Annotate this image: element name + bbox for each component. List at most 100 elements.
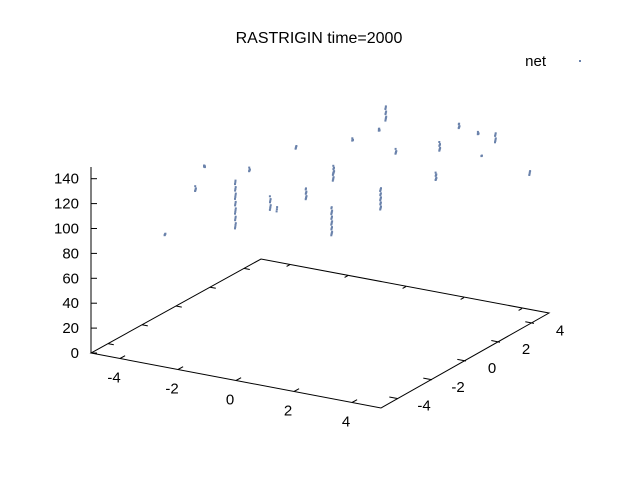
data-point [332, 177, 335, 180]
x-tick-label: -2 [165, 381, 178, 398]
legend-label-net: net [525, 53, 547, 70]
data-point [378, 127, 381, 130]
data-point [234, 202, 237, 205]
data-point [234, 192, 237, 195]
data-point [275, 208, 278, 211]
data-point [439, 147, 442, 149]
y-tick-label: -2 [451, 379, 464, 396]
data-point [330, 234, 333, 237]
data-point [330, 212, 333, 214]
chart-title: RASTRIGIN time=2000 [236, 30, 403, 47]
data-point [494, 140, 497, 142]
data-point [234, 200, 237, 203]
data-point [458, 125, 461, 128]
data-point [234, 187, 237, 190]
data-point [330, 217, 333, 220]
y-tick-mark-far [141, 324, 148, 327]
data-point [330, 233, 333, 236]
data-point [234, 212, 236, 215]
data-point [194, 185, 197, 188]
data-point [248, 168, 251, 171]
data-point [384, 105, 387, 108]
data-point [234, 186, 237, 189]
data-point [384, 111, 387, 114]
data-point [494, 141, 496, 144]
data-point [234, 204, 237, 207]
data-point [529, 170, 532, 173]
data-point [330, 206, 333, 209]
data-point [480, 154, 483, 157]
data-point [384, 106, 387, 109]
data-point [276, 206, 279, 209]
y-tick-mark [457, 358, 467, 362]
data-point [332, 178, 335, 181]
data-point [331, 173, 334, 176]
data-point [234, 209, 237, 212]
x-tick-mark-far [344, 275, 349, 278]
data-point [434, 171, 437, 174]
data-point [528, 171, 531, 174]
data-point [330, 221, 333, 224]
data-point [194, 187, 197, 190]
data-point [305, 187, 307, 190]
data-point [379, 201, 382, 204]
data-point [269, 205, 272, 208]
data-point [269, 207, 272, 210]
x-tick-mark-far [402, 286, 407, 289]
data-point [380, 205, 382, 208]
data-point [384, 117, 387, 119]
data-point [378, 129, 381, 132]
data-point [332, 164, 335, 167]
data-point [305, 191, 308, 194]
data-point [494, 134, 497, 137]
data-point [330, 213, 333, 216]
data-point [234, 196, 237, 199]
y-tick-label: 0 [488, 360, 496, 377]
data-point [330, 228, 333, 231]
data-point [331, 230, 334, 233]
base-plane-outline [89, 258, 551, 409]
x-tick-mark-far [286, 264, 291, 267]
data-point [384, 118, 387, 121]
data-point [331, 220, 334, 223]
data-point [477, 132, 480, 135]
x-tick-label: -4 [107, 370, 120, 387]
data-point [269, 204, 272, 207]
data-point [331, 226, 333, 229]
data-point [305, 196, 308, 199]
data-point [528, 172, 531, 175]
data-point [248, 166, 251, 169]
y-tick-mark-far [209, 286, 216, 289]
data-point [331, 179, 334, 182]
x-tick-mark [177, 366, 184, 370]
z-tick-label: 60 [62, 270, 79, 287]
data-point [476, 130, 479, 133]
data-point [331, 215, 333, 218]
x-tick-label: 0 [226, 392, 234, 409]
x-tick-mark [235, 377, 242, 381]
data-point [295, 145, 298, 147]
axes: 0 20 40 60 80 100 120 140 -4 -2 0 2 4 -4 -2 0 2 4 [54, 167, 564, 431]
data-point [234, 194, 237, 197]
z-tick-label: 140 [54, 171, 79, 188]
data-point [330, 207, 333, 210]
data-point [234, 222, 237, 225]
data-point [234, 225, 237, 228]
data-point [234, 210, 237, 213]
data-point [268, 208, 271, 211]
x-tick-mark-far [518, 308, 523, 311]
data-point [234, 217, 237, 220]
data-point [234, 223, 237, 226]
data-points [163, 105, 532, 237]
legend: net [525, 53, 581, 70]
x-tick-label: 4 [342, 414, 350, 431]
data-point [494, 133, 497, 136]
x-tick-mark [351, 399, 358, 403]
data-point [458, 122, 461, 125]
y-tick-mark [423, 377, 433, 381]
data-point [305, 195, 308, 198]
data-point [203, 165, 206, 167]
data-point [234, 207, 237, 210]
data-point [269, 201, 271, 204]
